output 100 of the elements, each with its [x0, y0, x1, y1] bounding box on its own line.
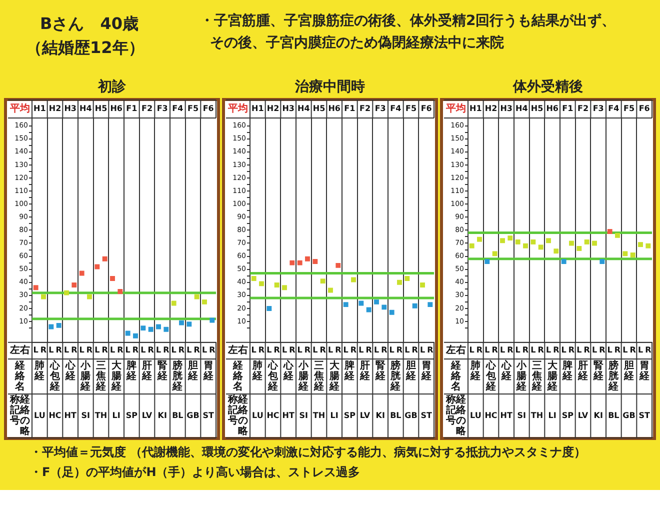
text: H4 — [80, 104, 92, 114]
point — [569, 240, 574, 246]
point — [358, 300, 364, 306]
text: Bさん 40歳 — [40, 14, 138, 35]
text: 肺経 — [252, 360, 264, 382]
x-tick-label: L — [312, 345, 318, 354]
x-tick-label: R — [614, 345, 621, 354]
text: 心包経 — [485, 360, 497, 393]
text: 平均 — [9, 102, 30, 115]
point — [210, 318, 215, 323]
text: F5 — [187, 104, 199, 114]
point — [79, 270, 84, 276]
text: ・F（足）の平均値がH（手）より高い場合は、ストレス過多 — [30, 464, 360, 481]
x-tick-label: R — [645, 345, 652, 354]
x-tick-label: L — [622, 345, 628, 354]
text: F6 — [420, 104, 432, 114]
x-tick-label: L — [500, 345, 506, 354]
point — [592, 240, 597, 246]
text: H2 — [266, 104, 280, 114]
text: 平均 — [227, 102, 248, 115]
text: H5 — [312, 104, 326, 114]
point — [194, 294, 200, 300]
text: GB — [404, 411, 418, 420]
text: SI — [299, 411, 308, 420]
text: 心包経 — [49, 360, 61, 393]
point — [148, 326, 154, 332]
text: F6 — [202, 104, 214, 114]
point — [546, 238, 551, 244]
x-tick-label: L — [110, 345, 116, 354]
x-tick-label: L — [576, 345, 582, 354]
text: 左右 — [227, 344, 248, 356]
text: F1 — [126, 104, 138, 114]
point — [508, 236, 513, 241]
text: H4 — [298, 104, 310, 114]
point — [576, 246, 582, 251]
point — [420, 282, 425, 288]
text: 小腸経 — [80, 360, 92, 393]
text: 経絡の略称記号 — [10, 394, 30, 438]
text: LU — [34, 411, 46, 420]
chart-title: 初診 — [96, 78, 127, 97]
text: 経絡名 — [232, 360, 244, 393]
point — [110, 276, 115, 281]
point — [412, 303, 418, 308]
text: SP — [344, 411, 356, 420]
point — [530, 239, 536, 244]
point — [343, 302, 348, 308]
text: H2 — [484, 104, 498, 114]
text: BL — [608, 411, 620, 420]
text: 小腸経 — [298, 360, 310, 393]
text: 肝経 — [577, 360, 589, 382]
x-tick-label: L — [607, 345, 612, 354]
point — [259, 281, 264, 286]
text: F3 — [374, 104, 386, 114]
point — [164, 326, 169, 332]
text: 三焦経 — [313, 360, 325, 393]
chart-title: 治療中間時 — [294, 78, 366, 97]
point — [622, 251, 628, 256]
point — [266, 306, 272, 311]
x-tick-label: L — [484, 345, 490, 354]
point — [72, 282, 77, 288]
x-tick-label: R — [350, 345, 357, 354]
x-tick-label: R — [117, 345, 124, 354]
point — [251, 276, 256, 281]
text: 経絡の略称記号 — [446, 394, 466, 438]
x-tick-label: L — [125, 345, 130, 354]
x-tick-label: L — [343, 345, 348, 354]
point — [41, 294, 46, 300]
x-tick-label: L — [592, 345, 598, 354]
text: 小腸経 — [516, 360, 528, 393]
text: H4 — [516, 104, 528, 114]
x-tick-label: R — [178, 345, 185, 354]
point — [561, 259, 566, 264]
point — [320, 278, 326, 284]
x-tick-label: L — [561, 345, 566, 354]
x-tick-label: R — [492, 345, 498, 354]
point — [282, 285, 287, 290]
point — [404, 276, 410, 281]
x-tick-label: L — [79, 345, 84, 354]
text: 脾経 — [344, 360, 356, 382]
point — [179, 320, 184, 326]
text: 心経 — [500, 360, 512, 382]
x-tick-label: L — [328, 345, 334, 354]
text: KI — [594, 411, 603, 420]
point — [351, 277, 356, 282]
x-tick-label: R — [568, 345, 575, 354]
text: 経絡名 — [450, 360, 462, 393]
x-tick-label: R — [148, 345, 154, 354]
text: 胃経 — [202, 360, 214, 382]
point — [328, 288, 333, 293]
text: SI — [517, 411, 526, 420]
point — [297, 260, 302, 266]
x-tick-label: R — [163, 345, 170, 354]
point — [515, 239, 520, 244]
point — [94, 264, 100, 270]
point — [125, 330, 130, 336]
text: F5 — [623, 104, 635, 114]
text: BL — [390, 411, 402, 420]
x-tick-label: R — [258, 345, 265, 354]
text: 肺経 — [34, 360, 46, 382]
text: LU — [470, 411, 482, 420]
